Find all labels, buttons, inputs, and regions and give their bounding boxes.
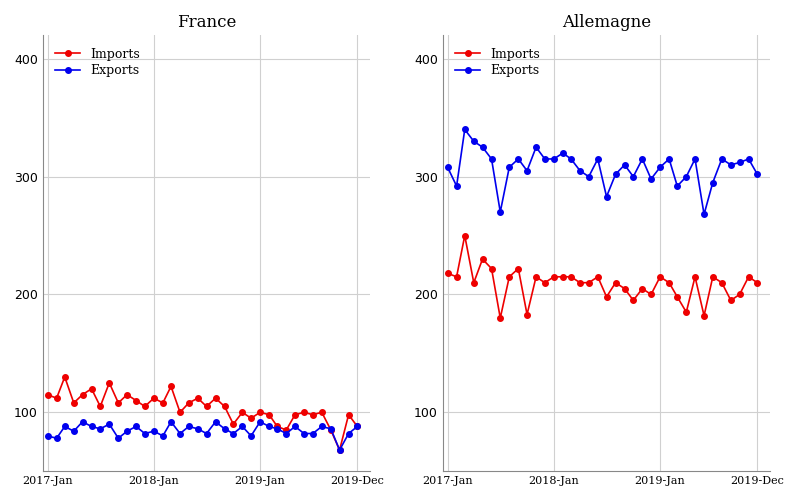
Line: Exports: Exports [445,126,760,217]
Line: Exports: Exports [45,419,360,453]
Legend: Imports, Exports: Imports, Exports [449,42,546,84]
Title: France: France [177,14,236,31]
Line: Imports: Imports [445,233,760,321]
Title: Allemagne: Allemagne [562,14,651,31]
Legend: Imports, Exports: Imports, Exports [49,42,146,84]
Line: Imports: Imports [45,374,360,453]
